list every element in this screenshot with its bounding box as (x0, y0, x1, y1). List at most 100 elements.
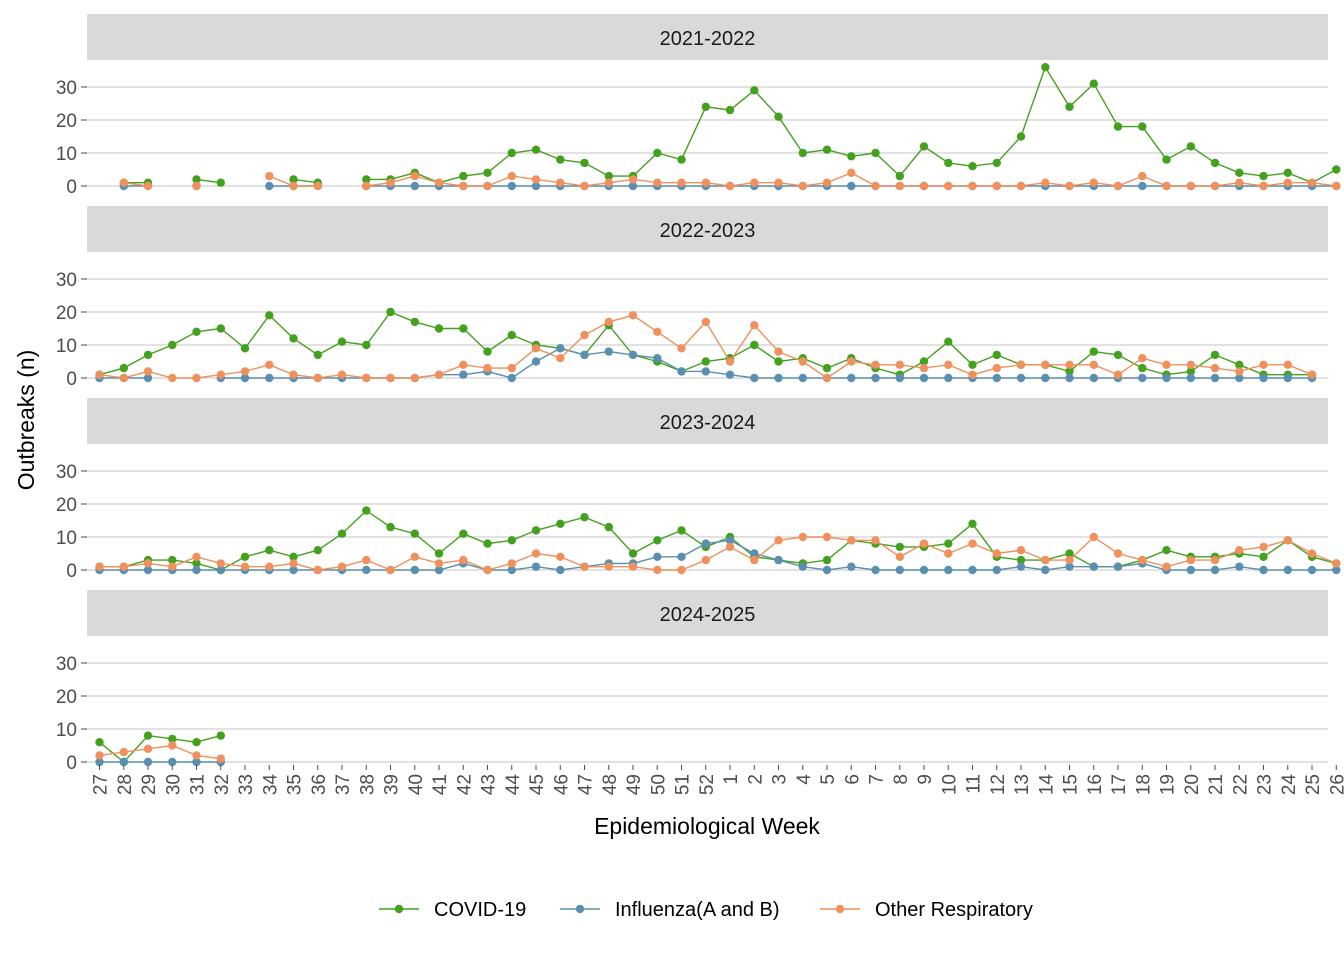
y-tick-label: 0 (66, 561, 77, 582)
data-point (386, 178, 395, 187)
data-point (919, 373, 929, 383)
data-point (774, 112, 783, 121)
data-point (289, 552, 298, 561)
data-point (95, 562, 104, 571)
data-point (750, 178, 759, 187)
data-point (677, 344, 686, 353)
data-point (1089, 373, 1099, 383)
data-point (1089, 79, 1099, 88)
facet-strip (87, 590, 1328, 636)
data-point (410, 529, 419, 538)
legend-key-point (575, 904, 585, 914)
legend-key-point (394, 904, 404, 914)
data-point (1210, 181, 1220, 191)
data-point (459, 370, 468, 379)
data-point (1210, 158, 1220, 168)
data-point (677, 178, 686, 187)
data-point (434, 565, 444, 575)
data-point (968, 370, 977, 379)
data-point (701, 539, 710, 548)
series-line (99, 536, 1337, 571)
data-point (750, 555, 759, 565)
legend-label: Influenza(A and B) (615, 899, 780, 921)
data-point (143, 565, 153, 575)
data-point (289, 175, 298, 184)
data-point (1210, 373, 1220, 383)
data-point (798, 181, 807, 191)
data-point (1235, 360, 1244, 369)
data-point (265, 546, 274, 555)
data-point (459, 181, 468, 191)
x-tick-label: 46 (551, 774, 572, 795)
data-point (1307, 370, 1317, 379)
data-point (919, 142, 929, 151)
x-tick-label: 40 (406, 774, 427, 795)
data-point (677, 526, 686, 535)
data-point (677, 155, 686, 164)
data-point (1113, 370, 1123, 379)
y-tick-label: 10 (56, 528, 77, 549)
y-tick-label: 30 (56, 462, 77, 483)
data-point (774, 373, 783, 383)
data-point (822, 363, 832, 373)
data-point (531, 562, 541, 571)
data-point (362, 181, 371, 191)
legend-label: COVID-19 (434, 899, 526, 921)
data-point (750, 373, 759, 383)
data-point (362, 555, 371, 565)
data-point (483, 363, 492, 373)
data-point (992, 565, 1001, 575)
y-tick-label: 0 (66, 753, 77, 774)
x-tick-label: 36 (309, 774, 330, 795)
data-point (265, 311, 274, 320)
data-point (410, 171, 419, 181)
data-point (944, 360, 953, 369)
x-tick-label: 8 (891, 774, 912, 785)
data-point (337, 337, 347, 346)
x-tick-label: 33 (236, 774, 257, 795)
data-point (1016, 555, 1026, 565)
y-tick-label: 20 (56, 303, 77, 324)
data-point (944, 158, 953, 168)
data-point (604, 317, 613, 327)
data-point (240, 367, 250, 376)
data-point (1065, 360, 1074, 369)
data-point (919, 539, 929, 548)
y-tick-label: 10 (56, 720, 77, 741)
data-point (386, 307, 395, 317)
data-point (410, 565, 419, 575)
data-point (1162, 155, 1171, 164)
data-point (725, 105, 735, 115)
data-point (192, 327, 201, 336)
data-point (968, 519, 977, 528)
data-point (847, 373, 856, 383)
data-point (216, 324, 225, 333)
data-point (337, 562, 347, 571)
data-point (1186, 181, 1196, 191)
data-point (944, 549, 953, 558)
data-point (774, 357, 783, 366)
data-point (1016, 132, 1026, 141)
x-tick-label: 43 (479, 774, 500, 795)
data-point (822, 178, 832, 187)
y-tick-label: 30 (56, 78, 77, 99)
x-tick-label: 7 (867, 774, 888, 785)
data-point (1041, 373, 1050, 383)
data-point (871, 373, 880, 383)
data-point (1065, 181, 1074, 191)
y-tick-label: 0 (66, 177, 77, 198)
data-point (95, 757, 104, 767)
x-tick-label: 37 (333, 774, 354, 795)
data-point (337, 370, 347, 379)
data-point (531, 181, 541, 191)
data-point (531, 175, 541, 184)
data-point (701, 555, 710, 565)
data-point (1259, 565, 1268, 575)
data-point (531, 344, 541, 353)
data-point (750, 321, 759, 330)
data-point (1041, 555, 1050, 565)
data-point (95, 751, 104, 760)
data-point (1065, 102, 1074, 112)
data-point (192, 552, 201, 561)
data-point (822, 532, 832, 542)
